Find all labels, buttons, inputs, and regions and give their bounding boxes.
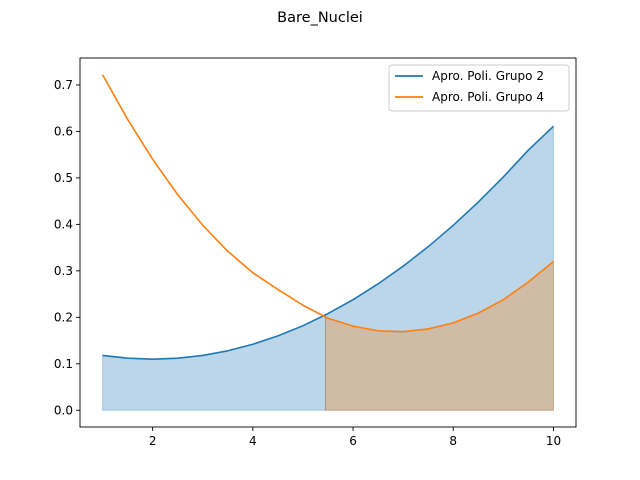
y-tick-label: 0.7 [54,78,73,92]
y-tick-label: 0.1 [54,357,73,371]
x-tick-label: 4 [249,434,257,448]
chart-title: Bare_Nuclei [277,10,363,26]
legend-label-2: Apro. Poli. Grupo 4 [432,90,544,104]
x-tick-label: 10 [546,434,561,448]
y-tick-label: 0.4 [54,217,73,231]
y-tick-label: 0.0 [54,403,73,417]
x-tick-label: 8 [449,434,457,448]
axes-frame [79,57,577,428]
plot-area [101,74,554,411]
axes: 2 4 6 8 10 0.0 0.1 0.2 0.3 0.4 0.5 0.6 0.7 [54,57,577,448]
y-tick-label: 0.6 [54,124,73,138]
y-tick-label: 0.2 [54,310,73,324]
x-tick-label: 6 [349,434,357,448]
y-tick-label: 0.3 [54,264,73,278]
series-line-2 [101,74,554,333]
legend-label-1: Apro. Poli. Grupo 2 [432,69,544,83]
series-line-1 [102,125,554,360]
x-tick-label: 2 [149,434,157,448]
y-tick-label: 0.5 [54,171,73,185]
legend-box [388,64,570,112]
legend: Apro. Poli. Grupo 2 Apro. Poli. Grupo 4 [388,64,570,112]
